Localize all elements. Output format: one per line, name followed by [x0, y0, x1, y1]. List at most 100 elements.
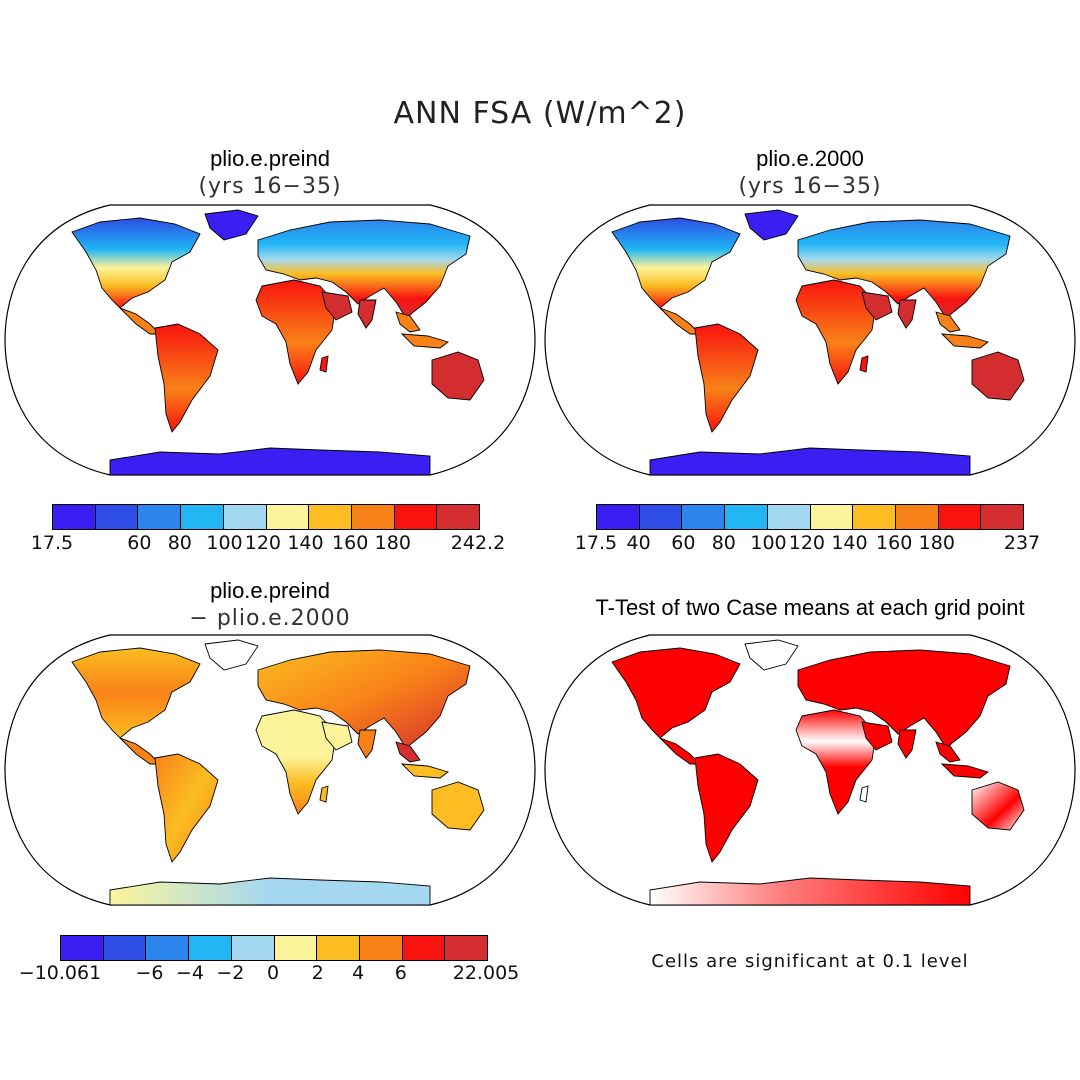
- colorbar-swatch: [402, 936, 446, 960]
- panel3-colorbar: [60, 935, 488, 961]
- colorbar-tick-label: 4: [352, 962, 365, 984]
- colorbar-swatch: [103, 936, 147, 960]
- panel3-title: plio.e.preind: [210, 578, 330, 603]
- landmass-samerica: [694, 323, 759, 433]
- landmass-eurasia: [257, 649, 471, 749]
- landmass-india: [897, 299, 917, 329]
- landmass-australia: [971, 781, 1025, 831]
- panel1-colorbar: [52, 504, 480, 530]
- colorbar-tick-label: 160: [876, 532, 913, 554]
- colorbar-swatch: [309, 505, 352, 529]
- landmass-madagascar: [319, 355, 329, 373]
- colorbar-swatch: [61, 936, 104, 960]
- panel2-colorbar-ticks: 17.5 40 60 80 100 120 140 160 180 237: [575, 532, 1040, 556]
- colorbar-swatch: [394, 505, 438, 529]
- colorbar-swatch: [359, 936, 403, 960]
- colorbar-tick-label: 6: [394, 962, 407, 984]
- colorbar-tick-label: −10.061: [18, 962, 102, 984]
- landmass-arabia: [321, 291, 353, 321]
- landmass-indonesia: [940, 763, 989, 779]
- landmass-eurasia: [797, 219, 1011, 319]
- colorbar-swatch: [317, 936, 360, 960]
- colorbar-swatch: [725, 505, 768, 529]
- colorbar-swatch: [597, 505, 640, 529]
- colorbar-tick-label: 180: [918, 532, 955, 554]
- colorbar-tick-label: 120: [788, 532, 825, 554]
- landmass-greenland: [204, 209, 259, 241]
- landmass-africa: [795, 709, 877, 815]
- landmass-antarctica: [109, 447, 431, 476]
- panel2-title: plio.e.2000: [756, 146, 864, 171]
- panel3-colorbar-ticks: −10.061 −6 −4 −2 0 2 4 6 22.005: [19, 962, 519, 986]
- landmass-eurasia: [797, 649, 1011, 749]
- landmass-africa: [255, 279, 337, 385]
- landmass-greenland: [744, 209, 799, 241]
- landmass-samerica: [694, 753, 759, 863]
- colorbar-swatch: [853, 505, 896, 529]
- colorbar-tick-label: 2: [311, 962, 324, 984]
- colorbar-tick-label: 60: [127, 532, 152, 554]
- colorbar-swatch: [445, 936, 488, 960]
- colorbar-tick-label: 140: [287, 532, 324, 554]
- landmass-seasia: [935, 311, 961, 333]
- colorbar-tick-label: −2: [216, 962, 245, 984]
- colorbar-tick-label: 60: [671, 532, 696, 554]
- landmass-madagascar: [319, 785, 329, 803]
- colorbar-swatch: [53, 505, 96, 529]
- landmass-arabia: [321, 721, 353, 751]
- landmass-antarctica: [649, 447, 971, 476]
- landmass-seasia: [395, 741, 421, 763]
- landmass-namerica: [71, 217, 201, 309]
- colorbar-tick-label: 80: [711, 532, 736, 554]
- colorbar-tick-label: 120: [244, 532, 281, 554]
- landmass-indonesia: [940, 333, 989, 349]
- landmass-australia: [431, 781, 485, 831]
- colorbar-tick-label: 180: [374, 532, 411, 554]
- panel1-colorbar-ticks: 17.5 60 80 100 120 140 160 180 242.2: [31, 532, 505, 556]
- landmass-madagascar: [859, 785, 869, 803]
- colorbar-tick-label: 17.5: [30, 532, 74, 554]
- colorbar-tick-label: 237: [1003, 532, 1041, 554]
- panel2-colorbar: [596, 504, 1024, 530]
- landmass-antarctica: [109, 877, 431, 906]
- colorbar-swatch: [146, 936, 190, 960]
- landmass-australia: [971, 351, 1025, 401]
- colorbar-swatch: [938, 505, 982, 529]
- colorbar-tick-label: 140: [831, 532, 868, 554]
- colorbar-swatch: [231, 936, 275, 960]
- figure-title: ANN FSA (W/m^2): [393, 96, 687, 131]
- colorbar-tick-label: 22.005: [452, 962, 520, 984]
- landmass-australia: [431, 351, 485, 401]
- landmass-greenland: [744, 639, 799, 671]
- colorbar-swatch: [810, 505, 854, 529]
- colorbar-swatch: [266, 505, 310, 529]
- colorbar-swatch: [223, 505, 267, 529]
- colorbar-swatch: [138, 505, 182, 529]
- panel3-subtitle: − plio.e.2000: [189, 606, 351, 631]
- colorbar-tick-label: 17.5: [574, 532, 618, 554]
- colorbar-swatch: [437, 505, 480, 529]
- colorbar-swatch: [767, 505, 811, 529]
- landmass-india: [357, 729, 377, 759]
- landmass-arabia: [861, 291, 893, 321]
- colorbar-tick-label: 100: [206, 532, 243, 554]
- colorbar-tick-label: 0: [266, 962, 280, 984]
- colorbar-swatch: [351, 505, 395, 529]
- colorbar-tick-label: −4: [175, 962, 204, 984]
- landmass-india: [897, 729, 917, 759]
- colorbar-tick-label: −6: [135, 962, 164, 984]
- landmass-seasia: [395, 311, 421, 333]
- colorbar-tick-label: 160: [332, 532, 369, 554]
- colorbar-tick-label: 40: [626, 532, 651, 554]
- landmass-arabia: [861, 721, 893, 751]
- landmass-samerica: [154, 753, 219, 863]
- landmass-samerica: [154, 323, 219, 433]
- significance-note: Cells are significant at 0.1 level: [651, 951, 969, 972]
- landmass-greenland: [204, 639, 259, 671]
- panel1-map: [4, 204, 536, 476]
- panel2-subtitle: (yrs 16−35): [738, 174, 882, 199]
- panel1-subtitle: (yrs 16−35): [198, 174, 342, 199]
- colorbar-tick-label: 100: [750, 532, 787, 554]
- colorbar-swatch: [274, 936, 318, 960]
- colorbar-swatch: [639, 505, 683, 529]
